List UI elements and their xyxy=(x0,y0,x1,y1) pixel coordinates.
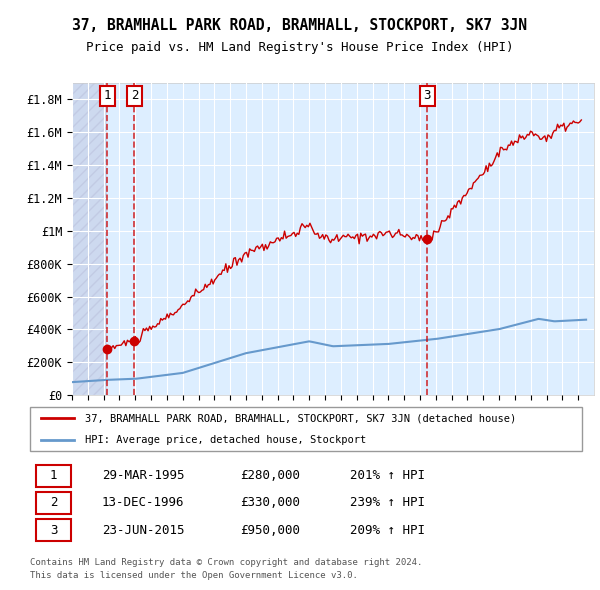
FancyBboxPatch shape xyxy=(30,407,582,451)
Text: 239% ↑ HPI: 239% ↑ HPI xyxy=(350,496,425,510)
Text: 3: 3 xyxy=(50,524,58,537)
Text: 13-DEC-1996: 13-DEC-1996 xyxy=(102,496,184,510)
Text: 1: 1 xyxy=(104,89,111,102)
FancyBboxPatch shape xyxy=(35,464,71,487)
FancyBboxPatch shape xyxy=(35,492,71,514)
Text: 23-JUN-2015: 23-JUN-2015 xyxy=(102,524,184,537)
Text: 1: 1 xyxy=(50,469,58,482)
Text: £280,000: £280,000 xyxy=(240,469,300,482)
Text: 2: 2 xyxy=(50,496,58,510)
Text: 37, BRAMHALL PARK ROAD, BRAMHALL, STOCKPORT, SK7 3JN: 37, BRAMHALL PARK ROAD, BRAMHALL, STOCKP… xyxy=(73,18,527,32)
Text: £950,000: £950,000 xyxy=(240,524,300,537)
Text: 209% ↑ HPI: 209% ↑ HPI xyxy=(350,524,425,537)
Text: 3: 3 xyxy=(424,89,431,102)
Bar xyxy=(72,83,107,395)
FancyBboxPatch shape xyxy=(35,519,71,542)
Text: Contains HM Land Registry data © Crown copyright and database right 2024.: Contains HM Land Registry data © Crown c… xyxy=(30,558,422,566)
Text: 2: 2 xyxy=(131,89,138,102)
Text: 201% ↑ HPI: 201% ↑ HPI xyxy=(350,469,425,482)
Text: £330,000: £330,000 xyxy=(240,496,300,510)
Text: HPI: Average price, detached house, Stockport: HPI: Average price, detached house, Stoc… xyxy=(85,435,367,445)
Text: This data is licensed under the Open Government Licence v3.0.: This data is licensed under the Open Gov… xyxy=(30,571,358,580)
Text: Price paid vs. HM Land Registry's House Price Index (HPI): Price paid vs. HM Land Registry's House … xyxy=(86,41,514,54)
Text: 29-MAR-1995: 29-MAR-1995 xyxy=(102,469,184,482)
Text: 37, BRAMHALL PARK ROAD, BRAMHALL, STOCKPORT, SK7 3JN (detached house): 37, BRAMHALL PARK ROAD, BRAMHALL, STOCKP… xyxy=(85,413,517,423)
